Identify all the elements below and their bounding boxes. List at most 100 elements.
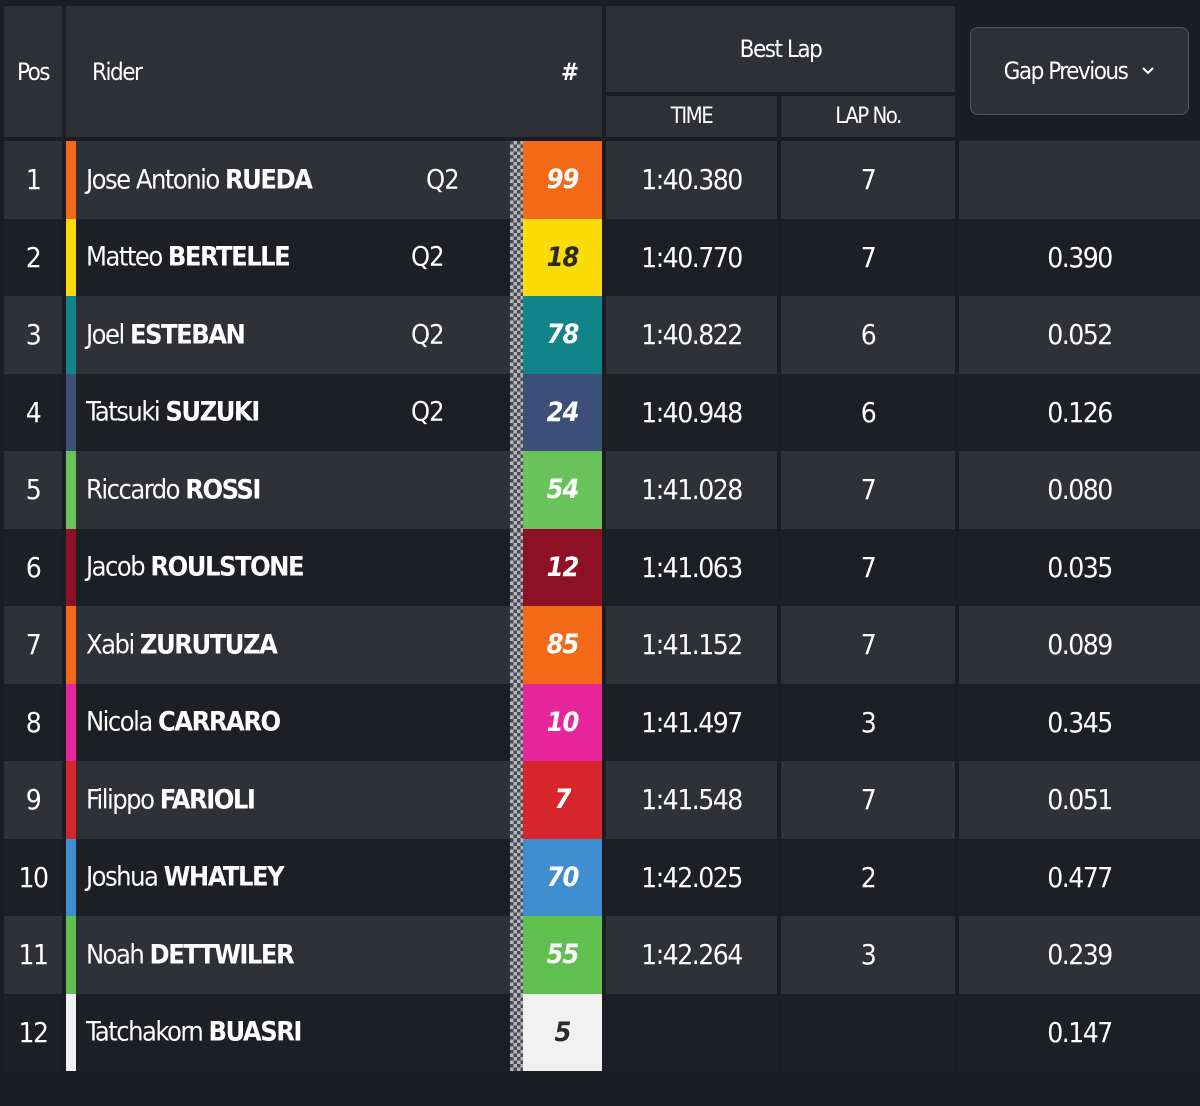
lap-number: 7 xyxy=(860,628,877,662)
gap-cell: 0.477 xyxy=(959,838,1200,916)
best-lap-time-cell: 1:40.380 xyxy=(606,141,777,219)
position-value: 2 xyxy=(25,240,42,274)
rider-header: Rider # xyxy=(66,6,602,137)
position-cell: 10 xyxy=(4,838,62,916)
best-lap-time-cell: 1:40.770 xyxy=(606,218,777,296)
rider-last-name: DETTWILER xyxy=(149,939,295,971)
lap-number: 6 xyxy=(860,395,877,429)
team-color-bar xyxy=(66,838,76,916)
position-value: 8 xyxy=(25,705,42,739)
rider-cell[interactable]: Nicola CARRARO 10 xyxy=(66,683,602,761)
gap-header: Gap Previous xyxy=(959,0,1200,141)
rider-number: 12 xyxy=(546,551,580,583)
rider-cell[interactable]: Tatchakorn BUASRI 5 xyxy=(66,993,602,1071)
team-color-bar xyxy=(66,993,76,1071)
checkered-flag-strip xyxy=(510,528,523,606)
rider-cell[interactable]: Matteo BERTELLE Q2 18 xyxy=(66,218,602,296)
rider-name: Riccardo ROSSI xyxy=(86,474,261,506)
rider-number: 7 xyxy=(554,784,572,816)
pos-header: Pos xyxy=(4,6,62,137)
gap-cell: 0.239 xyxy=(959,916,1200,994)
position-cell: 3 xyxy=(4,296,62,374)
q2-badge: Q2 xyxy=(426,164,460,196)
rider-number-badge: 10 xyxy=(523,683,602,761)
rider-first-name: Jose Antonio xyxy=(86,164,220,196)
rider-first-name: Jacob xyxy=(86,551,146,583)
team-color-bar xyxy=(66,218,76,296)
rider-number-badge: 7 xyxy=(523,761,602,839)
q2-badge: Q2 xyxy=(411,241,445,273)
rider-name: Tatsuki SUZUKI xyxy=(86,396,260,428)
rider-name: Jacob ROULSTONE xyxy=(86,551,305,583)
checkered-flag-strip xyxy=(510,451,523,529)
rider-first-name: Riccardo xyxy=(86,474,181,506)
position-cell: 11 xyxy=(4,916,62,994)
rider-number-badge: 85 xyxy=(523,606,602,684)
lap-number-cell: 7 xyxy=(781,606,955,684)
gap-cell: 0.089 xyxy=(959,606,1200,684)
rider-first-name: Tatsuki xyxy=(86,396,161,428)
rider-name: Matteo BERTELLE xyxy=(86,241,291,273)
lap-number-cell: 3 xyxy=(781,916,955,994)
position-cell: 5 xyxy=(4,451,62,529)
gap-value: 0.126 xyxy=(1047,395,1113,429)
rider-number: 18 xyxy=(546,241,580,273)
gap-value: 0.239 xyxy=(1047,938,1113,972)
checkered-flag-strip xyxy=(510,141,523,219)
rider-cell[interactable]: Filippo FARIOLI 7 xyxy=(66,761,602,839)
time-header: TIME xyxy=(606,96,777,137)
gap-selector-dropdown[interactable]: Gap Previous xyxy=(970,26,1189,115)
checkered-flag-strip xyxy=(510,993,523,1071)
rider-number-badge: 5 xyxy=(523,993,602,1071)
team-color-bar xyxy=(66,606,76,684)
rider-first-name: Matteo xyxy=(86,241,163,273)
rider-name: Filippo FARIOLI xyxy=(86,784,256,816)
position-value: 12 xyxy=(18,1015,49,1049)
rider-cell[interactable]: Tatsuki SUZUKI Q2 24 xyxy=(66,373,602,451)
rider-last-name: SUZUKI xyxy=(165,396,260,428)
rider-first-name: Joshua xyxy=(86,861,159,893)
rider-first-name: Nicola xyxy=(86,706,153,738)
checkered-flag-strip xyxy=(510,838,523,916)
chevron-down-icon xyxy=(1141,61,1155,80)
position-value: 3 xyxy=(25,318,42,352)
rider-cell[interactable]: Jacob ROULSTONE 12 xyxy=(66,528,602,606)
rider-number: 5 xyxy=(554,1016,572,1048)
best-lap-time-cell: 1:41.548 xyxy=(606,761,777,839)
position-cell: 4 xyxy=(4,373,62,451)
rider-cell[interactable]: Joel ESTEBAN Q2 78 xyxy=(66,296,602,374)
best-lap-time: 1:42.264 xyxy=(641,938,743,972)
rider-last-name: ROSSI xyxy=(185,474,261,506)
rider-cell[interactable]: Jose Antonio RUEDA Q2 99 xyxy=(66,141,602,219)
best-lap-time-cell xyxy=(606,993,777,1071)
rider-number: 10 xyxy=(546,706,580,738)
rider-cell[interactable]: Noah DETTWILER 55 xyxy=(66,916,602,994)
position-cell: 12 xyxy=(4,993,62,1071)
best-lap-time-cell: 1:40.822 xyxy=(606,296,777,374)
rider-cell[interactable]: Xabi ZURUTUZA 85 xyxy=(66,606,602,684)
best-lap-time-cell: 1:42.025 xyxy=(606,838,777,916)
rider-number: 78 xyxy=(546,319,580,351)
checkered-flag-strip xyxy=(510,916,523,994)
lap-no-header-label: LAP No. xyxy=(835,104,902,129)
rider-number-badge: 78 xyxy=(523,296,602,374)
position-value: 1 xyxy=(25,163,42,197)
number-header-label: # xyxy=(561,57,579,86)
rider-number: 55 xyxy=(546,939,580,971)
position-value: 6 xyxy=(25,550,42,584)
rider-header-label: Rider xyxy=(92,57,143,86)
rider-last-name: BUASRI xyxy=(208,1016,303,1048)
rider-name: Tatchakorn BUASRI xyxy=(86,1016,303,1048)
rider-cell[interactable]: Joshua WHATLEY 70 xyxy=(66,838,602,916)
time-header-label: TIME xyxy=(670,104,714,129)
rider-first-name: Filippo xyxy=(86,784,155,816)
best-lap-time: 1:40.380 xyxy=(641,163,743,197)
rider-cell[interactable]: Riccardo ROSSI 54 xyxy=(66,451,602,529)
checkered-flag-strip xyxy=(510,683,523,761)
gap-value: 0.089 xyxy=(1047,628,1113,662)
lap-number: 2 xyxy=(860,860,877,894)
rider-number: 24 xyxy=(546,396,580,428)
q2-badge: Q2 xyxy=(411,319,445,351)
best-lap-time: 1:40.822 xyxy=(641,318,743,352)
